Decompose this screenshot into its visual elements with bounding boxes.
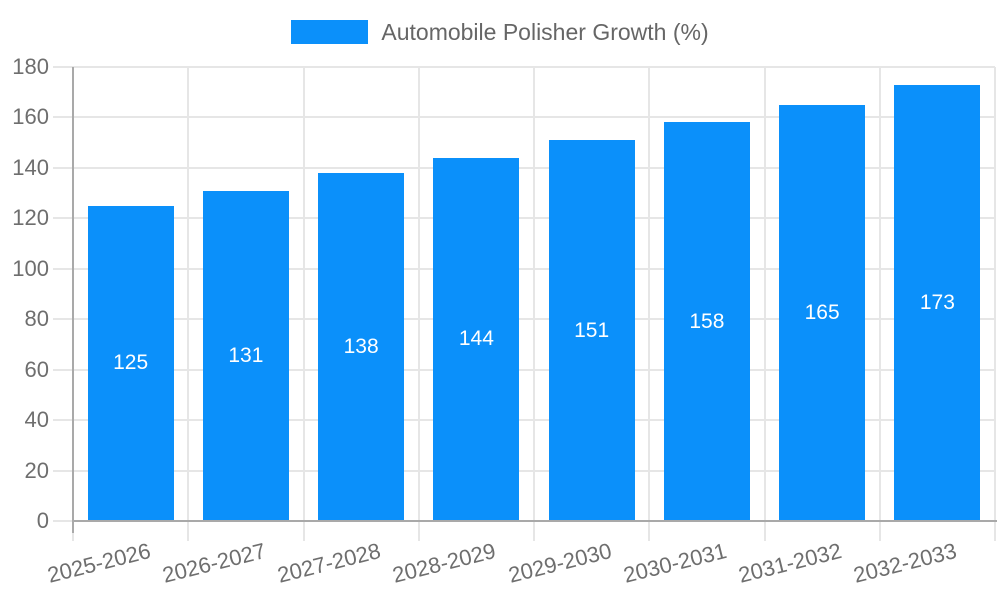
x-axis-label: 2030-2031 xyxy=(620,538,729,588)
bar-value-label: 151 xyxy=(574,318,610,342)
grid-line-x xyxy=(878,67,881,541)
x-axis-line xyxy=(73,520,997,522)
grid-line-y xyxy=(53,368,995,371)
grid-line-y xyxy=(53,166,995,169)
grid-line-x xyxy=(533,67,535,541)
grid-line-y xyxy=(53,419,995,422)
bar-value-label: 125 xyxy=(113,351,149,375)
grid-line-y xyxy=(53,267,995,270)
grid-line-x xyxy=(763,67,766,541)
y-axis-label: 160 xyxy=(12,104,49,130)
x-axis-label: 2028-2029 xyxy=(390,538,499,588)
x-axis-label: 2026-2027 xyxy=(159,538,268,588)
x-axis-label: 2029-2030 xyxy=(505,538,614,588)
bar-value-label: 138 xyxy=(343,334,379,358)
bar[interactable] xyxy=(894,84,981,521)
y-axis-label: 180 xyxy=(12,54,49,79)
grid-line-x xyxy=(302,67,305,541)
bar[interactable] xyxy=(87,205,174,521)
bar-value-label: 144 xyxy=(458,327,494,351)
y-axis-label: 140 xyxy=(12,154,49,180)
grid-line-y xyxy=(53,520,73,522)
y-axis-label: 0 xyxy=(36,508,49,533)
bar-value-label: 158 xyxy=(689,309,725,333)
y-axis-label: 120 xyxy=(12,205,49,231)
grid-line-x xyxy=(187,67,190,541)
x-axis-label: 2025-2026 xyxy=(44,538,153,588)
y-axis-label: 60 xyxy=(24,356,49,382)
grid-line-y xyxy=(53,116,995,119)
grid-line-y xyxy=(53,469,995,472)
grid-line-x xyxy=(648,67,651,541)
y-axis-label: 80 xyxy=(24,306,49,332)
x-axis-label: 2027-2028 xyxy=(275,538,384,588)
bar[interactable] xyxy=(202,190,289,521)
legend-swatch xyxy=(291,20,369,44)
grid-line-y xyxy=(53,66,995,68)
grid-line-y xyxy=(53,217,995,220)
bar[interactable] xyxy=(433,157,520,521)
y-axis-label: 100 xyxy=(12,255,49,281)
bar-value-label: 165 xyxy=(804,300,840,324)
bar-value-label: 131 xyxy=(228,343,264,367)
bar[interactable] xyxy=(779,104,866,521)
y-axis-label: 20 xyxy=(24,457,49,483)
grid-line-y xyxy=(53,318,995,321)
legend-label: Automobile Polisher Growth (%) xyxy=(381,19,709,45)
bar[interactable] xyxy=(663,122,750,521)
bar-value-label: 173 xyxy=(919,290,955,314)
y-axis-label: 40 xyxy=(24,407,49,433)
grid-line-x xyxy=(994,67,996,541)
legend-item[interactable]: Automobile Polisher Growth (%) xyxy=(0,20,1000,44)
bar[interactable] xyxy=(318,172,405,521)
bar[interactable] xyxy=(548,140,635,521)
x-axis-label: 2031-2032 xyxy=(736,538,845,588)
grid-line-x xyxy=(417,67,420,541)
x-axis-label: 2032-2033 xyxy=(851,538,960,588)
y-axis-line xyxy=(72,67,74,533)
